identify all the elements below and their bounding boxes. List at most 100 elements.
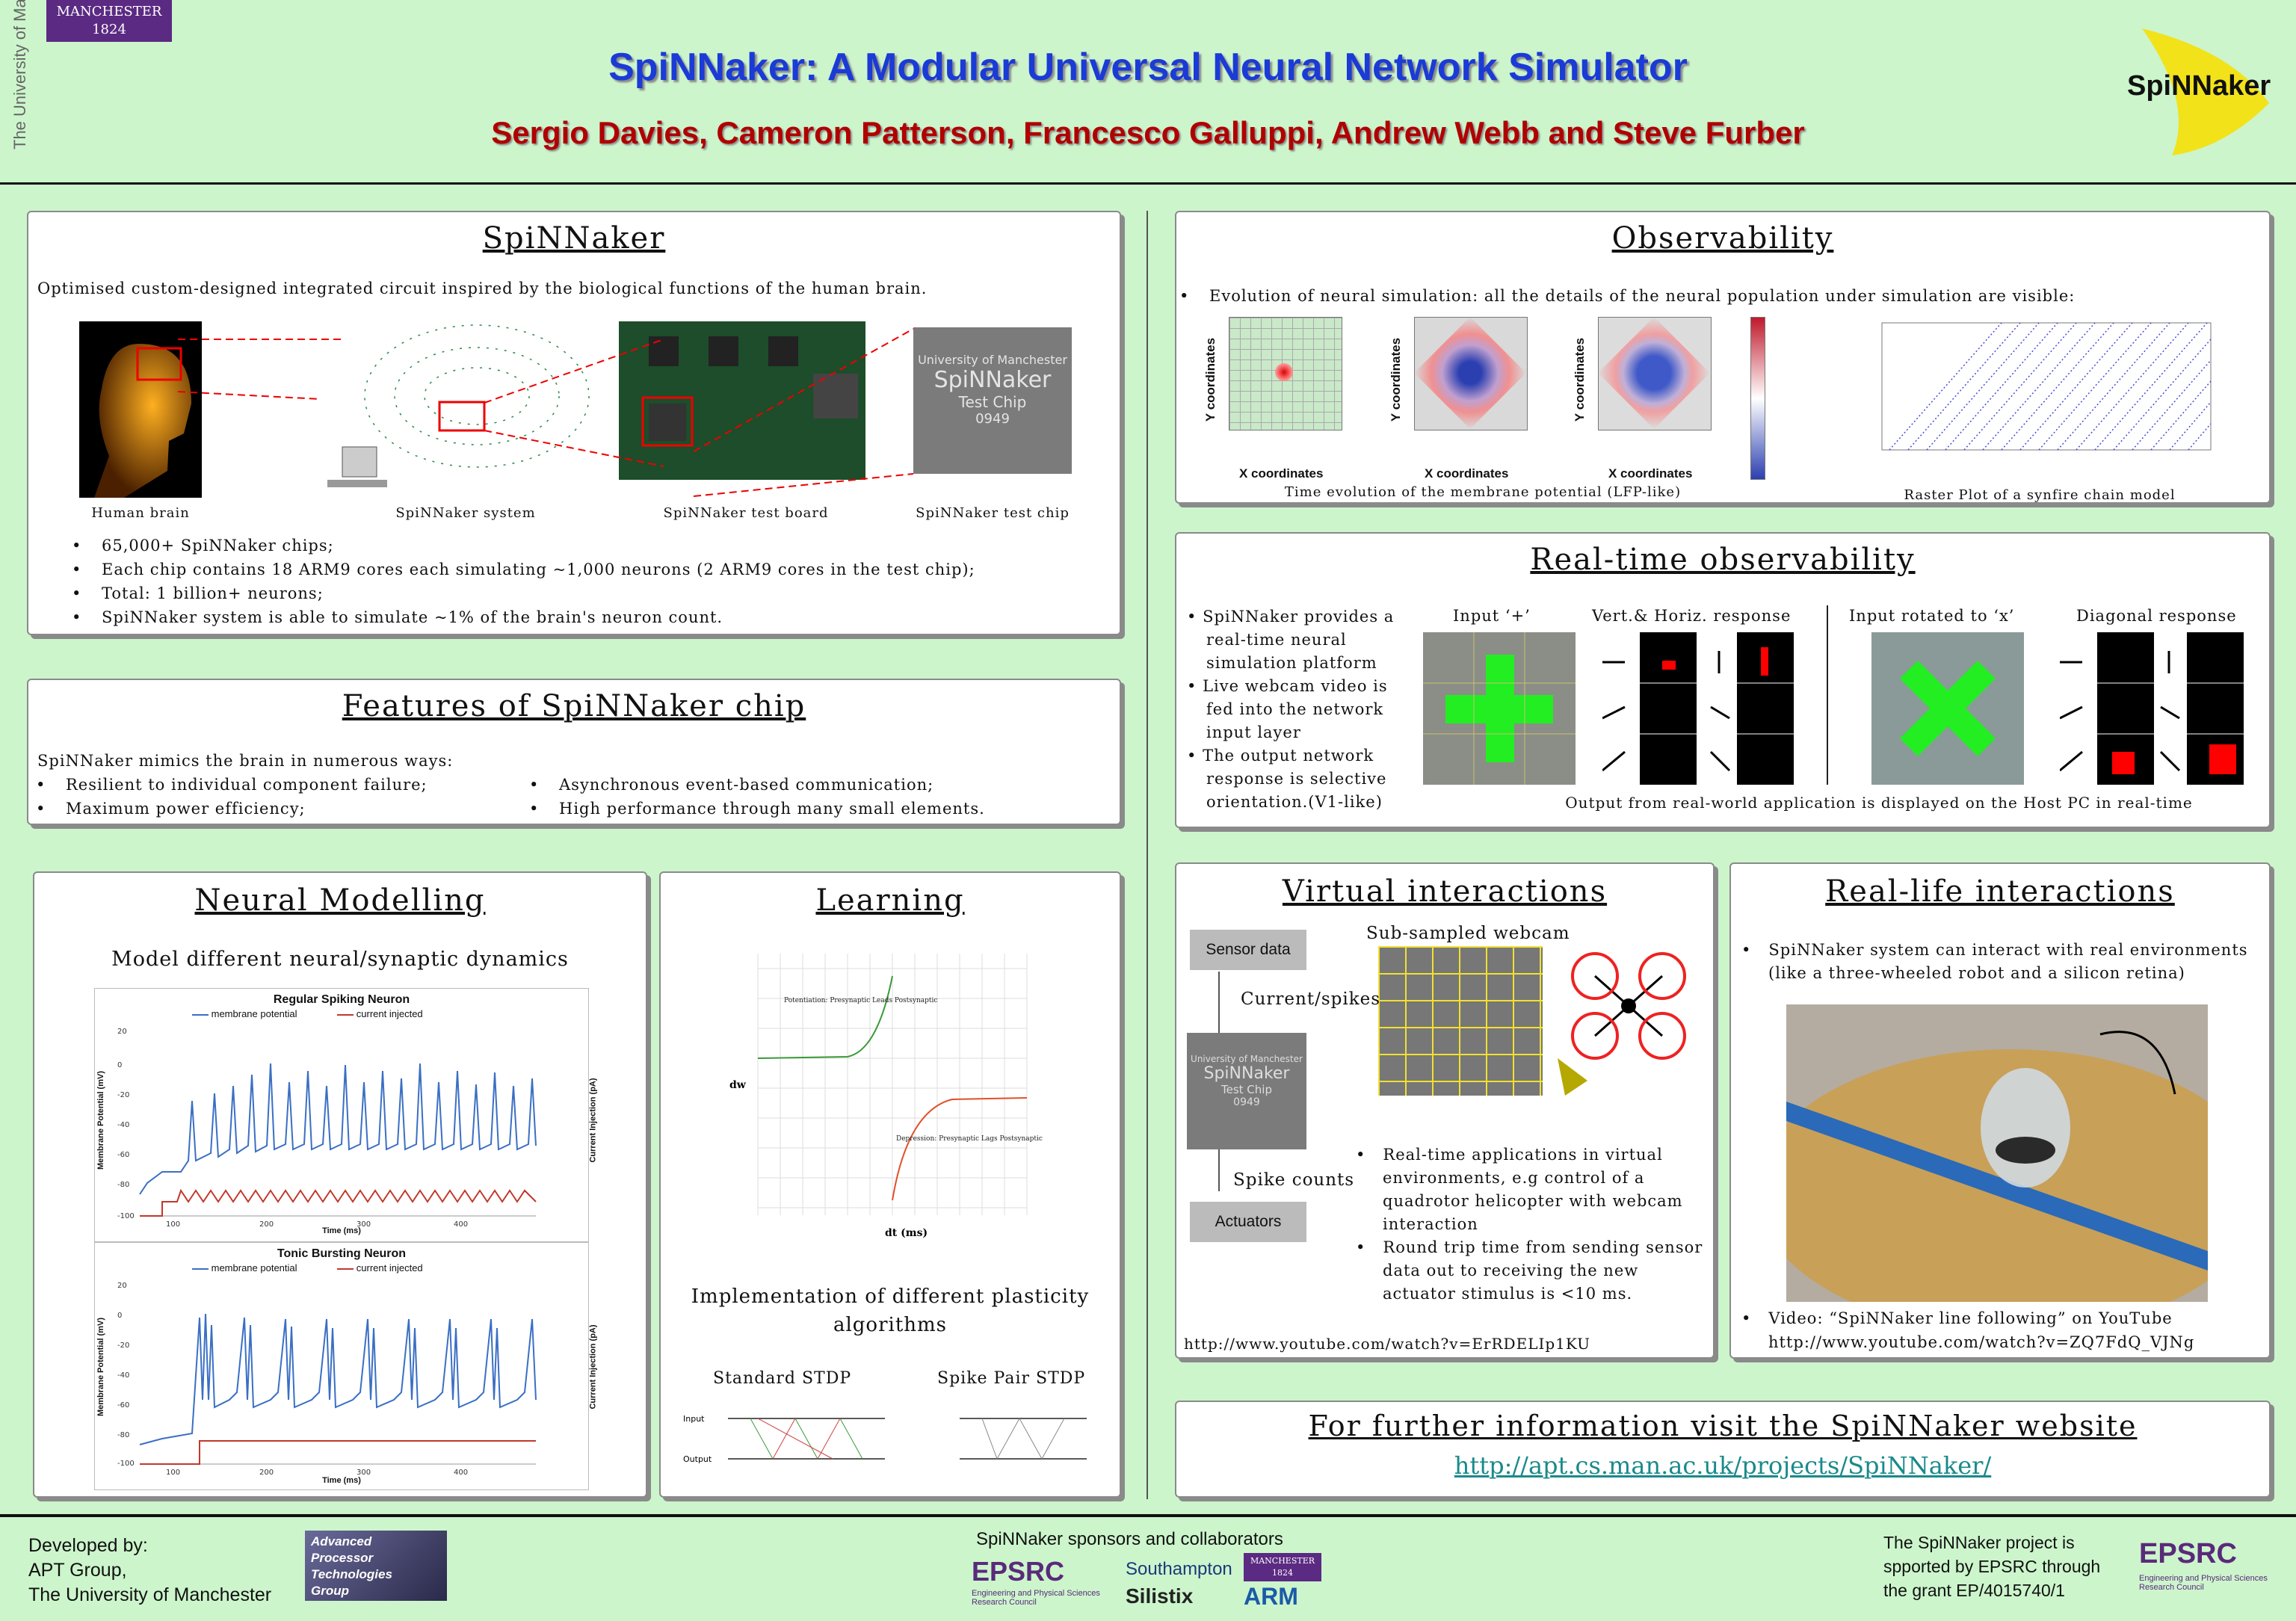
x-axis-label: dt (ms)	[885, 1227, 928, 1238]
list-item: SpiNNaker system is able to simulate ~1%…	[72, 605, 975, 629]
virtual-title: Virtual interactions	[1282, 874, 1608, 909]
sponsors-title: SpiNNaker sponsors and collaborators	[976, 1529, 1283, 1549]
learning-text: Implementation of different plasticity a…	[691, 1285, 1090, 1336]
test-chip-image: University of Manchester SpiNNaker Test …	[1187, 1033, 1306, 1149]
webcam-plus-image	[1423, 632, 1576, 785]
features-right-list: Asynchronous event-based communication; …	[522, 773, 985, 821]
reallife-video-link[interactable]: http://www.youtube.com/watch?v=ZQ7FdQ_VJ…	[1768, 1333, 2195, 1351]
flow-line-2	[1218, 1149, 1220, 1191]
list-item: Each chip contains 18 ARM9 cores each si…	[72, 558, 975, 581]
svg-text:-80: -80	[117, 1431, 129, 1439]
observability-panel: Observability Evolution of neural simula…	[1175, 211, 2271, 504]
svg-text:-40: -40	[117, 1371, 129, 1380]
lfp-heatmap-1	[1229, 317, 1342, 463]
features-title: Features of SpiNNaker chip	[342, 689, 806, 723]
regular-spiking-chart: Regular Spiking Neuron membrane potentia…	[94, 988, 598, 1242]
sensor-data-box: Sensor data	[1190, 930, 1306, 970]
y-axis-label: Y coordinates	[1389, 337, 1404, 422]
learning-panel: Learning Potentiation: Presynaptic Leads…	[659, 871, 1121, 1498]
silistix-logo: Silistix	[1126, 1584, 1194, 1608]
realtime-bullets: • SpiNNaker provides a real-time neural …	[1187, 605, 1411, 814]
svg-text:200: 200	[259, 1469, 274, 1475]
further-info-title: For further information visit the SpiNNa…	[1308, 1410, 2138, 1442]
epsrc-logo: EPSRC	[972, 1556, 1065, 1587]
x-axis-label: X coordinates	[1608, 466, 1693, 481]
header-divider	[0, 182, 2296, 185]
realtime-panel: Real-time observability • SpiNNaker prov…	[1175, 532, 2271, 828]
virtual-video-link[interactable]: http://www.youtube.com/watch?v=ErRDELIp1…	[1184, 1335, 1590, 1353]
x-axis-label: Time (ms)	[322, 1226, 361, 1235]
svg-text:-100: -100	[117, 1460, 135, 1468]
list-item: High performance through many small elem…	[529, 797, 985, 821]
svg-text:-100: -100	[117, 1212, 135, 1220]
apt-logo: Advanced Processor Technologies Group	[305, 1531, 447, 1601]
x-axis-label: X coordinates	[1425, 466, 1509, 481]
label-input-x: Input rotated to ‘x’	[1849, 607, 2015, 625]
label-vh-response: Vert.& Horiz. response	[1592, 607, 1792, 625]
chart-title: Tonic Bursting Neuron	[277, 1247, 407, 1260]
footer-divider	[0, 1514, 2296, 1517]
chart-title: Regular Spiking Neuron	[273, 993, 410, 1006]
svg-text:200: 200	[259, 1220, 274, 1228]
spinnaker-panel: SpiNNaker Optimised custom-designed inte…	[27, 211, 1121, 635]
stdp-standard-label: Standard STDP	[713, 1369, 852, 1388]
features-left-list: Resilient to individual component failur…	[28, 773, 428, 821]
list-item: Resilient to individual component failur…	[36, 773, 428, 797]
svg-text:100: 100	[166, 1469, 180, 1475]
manchester-logo: MANCHESTER 1824	[46, 0, 172, 42]
list-item: Evolution of neural simulation: all the …	[1179, 284, 2075, 308]
list-item: Total: 1 billion+ neurons;	[72, 581, 975, 605]
poster-title: SpiNNaker: A Modular Universal Neural Ne…	[608, 46, 1688, 89]
vh-response-grid	[1602, 632, 1794, 785]
list-item: Asynchronous event-based communication;	[529, 773, 985, 797]
label-input-plus: Input ‘+’	[1453, 607, 1531, 625]
y-axis-label: dw	[729, 1079, 747, 1091]
actuators-box: Actuators	[1190, 1202, 1306, 1242]
svg-text:-20: -20	[117, 1091, 129, 1099]
svg-text:300: 300	[357, 1220, 371, 1228]
test-board-image	[619, 321, 865, 480]
robot-photo	[1786, 1004, 2208, 1302]
realtime-caption: Output from real-world application is di…	[1565, 794, 2193, 812]
spinnaker-logo: SpiNNaker	[2120, 21, 2287, 155]
svg-text:0: 0	[117, 1061, 122, 1069]
features-panel: Features of SpiNNaker chip SpiNNaker mim…	[27, 679, 1121, 825]
raster-caption: Raster Plot of a synfire chain model	[1904, 487, 2176, 503]
tonic-bursting-plot: 200-20-40-60-80-100 100 200 300 400	[117, 1282, 537, 1475]
list-item: • SpiNNaker provides a real-time neural …	[1187, 608, 1395, 672]
webcam-x-image	[1871, 632, 2024, 785]
spinnaker-system-image	[312, 314, 596, 501]
neural-title: Neural Modelling	[194, 883, 486, 918]
svg-text:300: 300	[357, 1469, 371, 1475]
virtual-interactions-panel: Virtual interactions Sensor data Sub-sam…	[1175, 862, 1715, 1359]
raster-plot	[1881, 322, 2212, 451]
stdp-pair-label: Spike Pair STDP	[937, 1369, 1086, 1388]
webcam-label: Sub-sampled webcam	[1366, 924, 1570, 943]
column-divider	[1147, 211, 1148, 1499]
list-item: • The output network response is selecti…	[1187, 747, 1387, 811]
subsampled-webcam-image	[1378, 946, 1543, 1096]
caption-test-board: SpiNNaker test board	[663, 505, 829, 521]
virtual-bullets: • Real-time applications in virtual envi…	[1356, 1143, 1707, 1306]
chart-legend: membrane potential current injected	[192, 1262, 423, 1273]
neural-modelling-panel: Neural Modelling Model different neural/…	[33, 871, 647, 1498]
current-spikes-label: Current/spikes	[1241, 989, 1381, 1009]
list-item: Maximum power efficiency;	[36, 797, 428, 821]
spike-counts-label: Spike counts	[1233, 1170, 1355, 1190]
observability-title: Observability	[1611, 221, 1834, 256]
tonic-bursting-chart: Tonic Bursting Neuron membrane potential…	[94, 1242, 598, 1490]
lfp-heatmap-3	[1598, 317, 1712, 463]
quadrotor-icon	[1558, 952, 1686, 1096]
svg-text:400: 400	[454, 1469, 468, 1475]
website-link[interactable]: http://apt.cs.man.ac.uk/projects/SpiNNak…	[1454, 1451, 1992, 1480]
poster-authors: Sergio Davies, Cameron Patterson, France…	[491, 115, 1805, 150]
learning-title: Learning	[815, 883, 965, 918]
human-brain-image	[79, 321, 202, 498]
y2-axis-label: Current Injection (pA)	[588, 1078, 598, 1163]
svg-text:400: 400	[454, 1220, 468, 1228]
spinnaker-intro: Optimised custom-designed integrated cir…	[37, 280, 928, 297]
x-axis-label: X coordinates	[1239, 466, 1324, 481]
list-item: 65,000+ SpiNNaker chips;	[72, 534, 975, 558]
spinnaker-bullets: 65,000+ SpiNNaker chips; Each chip conta…	[64, 534, 975, 629]
stdp-curve-chart: Potentiation: Presynaptic Leads Postsyna…	[729, 954, 1043, 1238]
